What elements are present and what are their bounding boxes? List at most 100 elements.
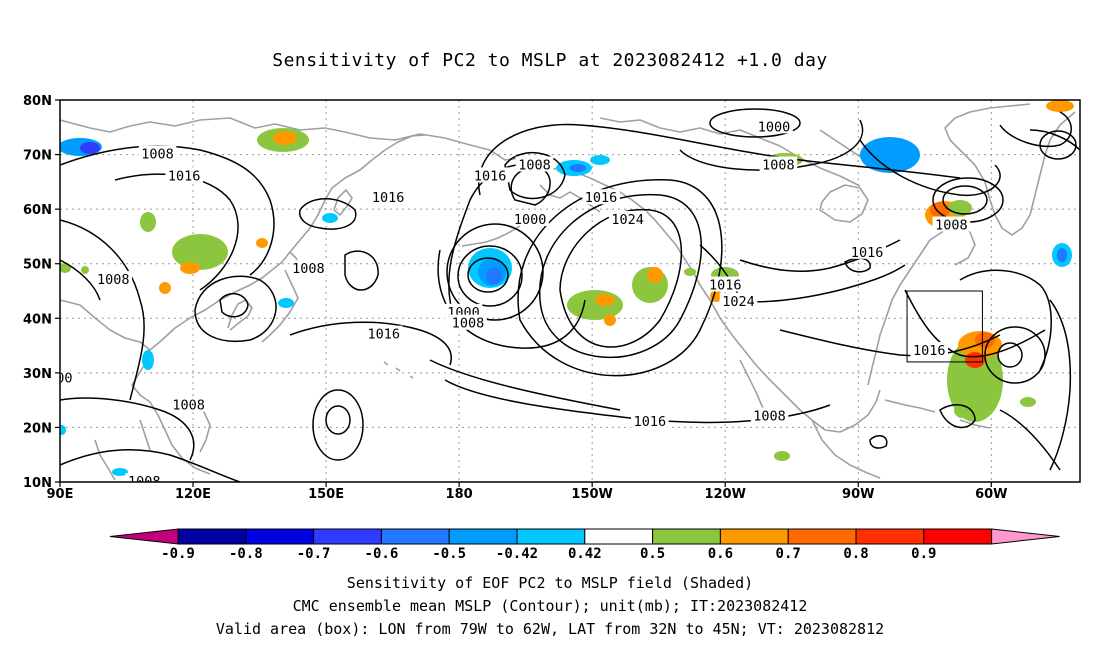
colorbar-swatch	[313, 528, 382, 545]
lat-label: 50N	[23, 258, 52, 273]
caption-line-1: Sensitivity of EOF PC2 to MSLP field (Sh…	[346, 574, 754, 592]
sensitivity-patch	[567, 290, 623, 320]
colorbar-label: 0.5	[640, 546, 665, 562]
contour-label: 1008	[753, 409, 786, 425]
colorbar	[109, 528, 1060, 545]
sensitivity-patch	[1020, 397, 1036, 407]
sensitivity-patch	[1046, 100, 1074, 112]
contour-label-bg	[706, 276, 745, 292]
colorbar-label: -0.7	[297, 546, 331, 562]
sensitivity-patch	[60, 263, 71, 273]
contour-label: 1008	[935, 218, 968, 234]
contour-label-bg	[125, 473, 164, 482]
lat-label: 30N	[23, 367, 52, 382]
contour-label-bg	[471, 167, 509, 183]
longitude-labels: 90E 120E 150E 180 150W 120W 90W 60W	[47, 487, 1008, 502]
sensitivity-patch	[81, 266, 89, 274]
valid-area-box	[906, 290, 983, 363]
contour-label: 1008	[452, 316, 485, 332]
colorbar-label: -0.42	[496, 546, 538, 562]
contour-label-bg	[631, 412, 669, 428]
colorbar-swatch	[652, 528, 721, 545]
lat-label: 80N	[23, 94, 52, 109]
contour-label-bg	[515, 156, 554, 172]
lon-label: 150W	[571, 487, 612, 502]
contour-label-bg	[755, 118, 793, 134]
contour-label: 00	[56, 370, 72, 386]
colorbar-label: -0.8	[229, 546, 263, 562]
contour-label: 1008	[762, 157, 795, 173]
lon-label: 120W	[704, 487, 745, 502]
contour-label-bg	[94, 271, 133, 287]
lat-label: 20N	[23, 421, 52, 436]
sensitivity-patch	[1057, 248, 1067, 262]
colorbar-swatch	[787, 528, 857, 545]
gridlines	[60, 100, 1080, 482]
sensitivity-patch	[486, 268, 502, 284]
colorbar-swatch	[855, 528, 925, 545]
lat-label: 10N	[23, 476, 52, 491]
lat-label: 40N	[23, 312, 52, 327]
contour-label: 1016	[474, 168, 507, 184]
colorbar-swatch	[380, 528, 450, 545]
colorbar-label: 0.9	[911, 546, 936, 562]
colorbar-labels: -0.9 -0.8 -0.7 -0.6 -0.5 -0.42 0.42 0.5 0.6 0.7 0.…	[161, 546, 936, 562]
contour-label-bg	[138, 145, 177, 161]
colorbar-label: 0.42	[568, 546, 602, 562]
lon-label: 90W	[842, 487, 874, 502]
contour-label-bg	[608, 211, 647, 227]
lon-label: 150E	[308, 487, 344, 502]
sensitivity-patch	[590, 155, 610, 165]
contour-label-bg	[364, 325, 403, 341]
colorbar-right-arrow	[991, 528, 1060, 545]
contour-label-bg	[169, 396, 208, 412]
contour-label-bg	[165, 167, 203, 183]
contour-label: 1016	[168, 168, 201, 184]
contour-label: 1016	[709, 278, 742, 294]
colorbar-swatch	[584, 528, 654, 545]
contour-label: 1016	[585, 190, 618, 206]
caption-line-3: Valid area (box): LON from 79W to 62W, L…	[215, 620, 885, 638]
sensitivity-patch	[112, 468, 128, 476]
sensitivity-patch	[140, 212, 156, 232]
colorbar-label: -0.5	[432, 546, 466, 562]
caption-line-2: CMC ensemble mean MSLP (Contour); unit(m…	[292, 597, 808, 615]
contour-label: 1016	[634, 414, 667, 430]
lon-label: 60W	[975, 487, 1007, 502]
contour-label-bg	[759, 156, 798, 172]
contour-label-bg	[289, 260, 328, 276]
axis-ticks	[55, 99, 992, 487]
sensitivity-patch	[278, 298, 294, 308]
contour-label: 1008	[141, 147, 174, 163]
contour-label: 1008	[128, 474, 161, 490]
colorbar-label: -0.6	[365, 546, 399, 562]
sensitivity-patch	[774, 451, 790, 461]
sensitivity-patch	[684, 268, 696, 276]
latitude-labels: 80N 70N 60N 50N 40N 30N 20N 10N	[23, 94, 52, 491]
contour-label: 1008	[292, 261, 325, 277]
sensitivity-patch	[947, 338, 1003, 422]
contour-label: 1000	[514, 212, 547, 228]
contour-label: 1016	[913, 343, 946, 359]
sensitivity-patch	[322, 213, 338, 223]
sensitivity-patch	[256, 238, 268, 248]
lon-label: 90E	[47, 487, 74, 502]
colorbar-swatch	[448, 528, 518, 545]
colorbar-label: 0.7	[776, 546, 801, 562]
sensitivity-patch	[142, 350, 154, 370]
sensitivity-patch	[180, 262, 200, 274]
contour-label: 1008	[518, 157, 551, 173]
sensitivity-patch	[172, 234, 228, 270]
lat-label: 70N	[23, 149, 52, 164]
colorbar-left-arrow	[109, 528, 179, 545]
contour-label-bg	[932, 216, 971, 232]
colorbar-swatch	[719, 528, 789, 545]
lat-label: 60N	[23, 203, 52, 218]
lon-label: 180	[446, 487, 473, 502]
coastlines	[60, 103, 1076, 481]
sensitivity-patch	[159, 282, 171, 294]
contour-label-bg	[511, 211, 549, 227]
contour-label: 1008	[172, 398, 205, 414]
contour-label-bg	[449, 314, 487, 330]
